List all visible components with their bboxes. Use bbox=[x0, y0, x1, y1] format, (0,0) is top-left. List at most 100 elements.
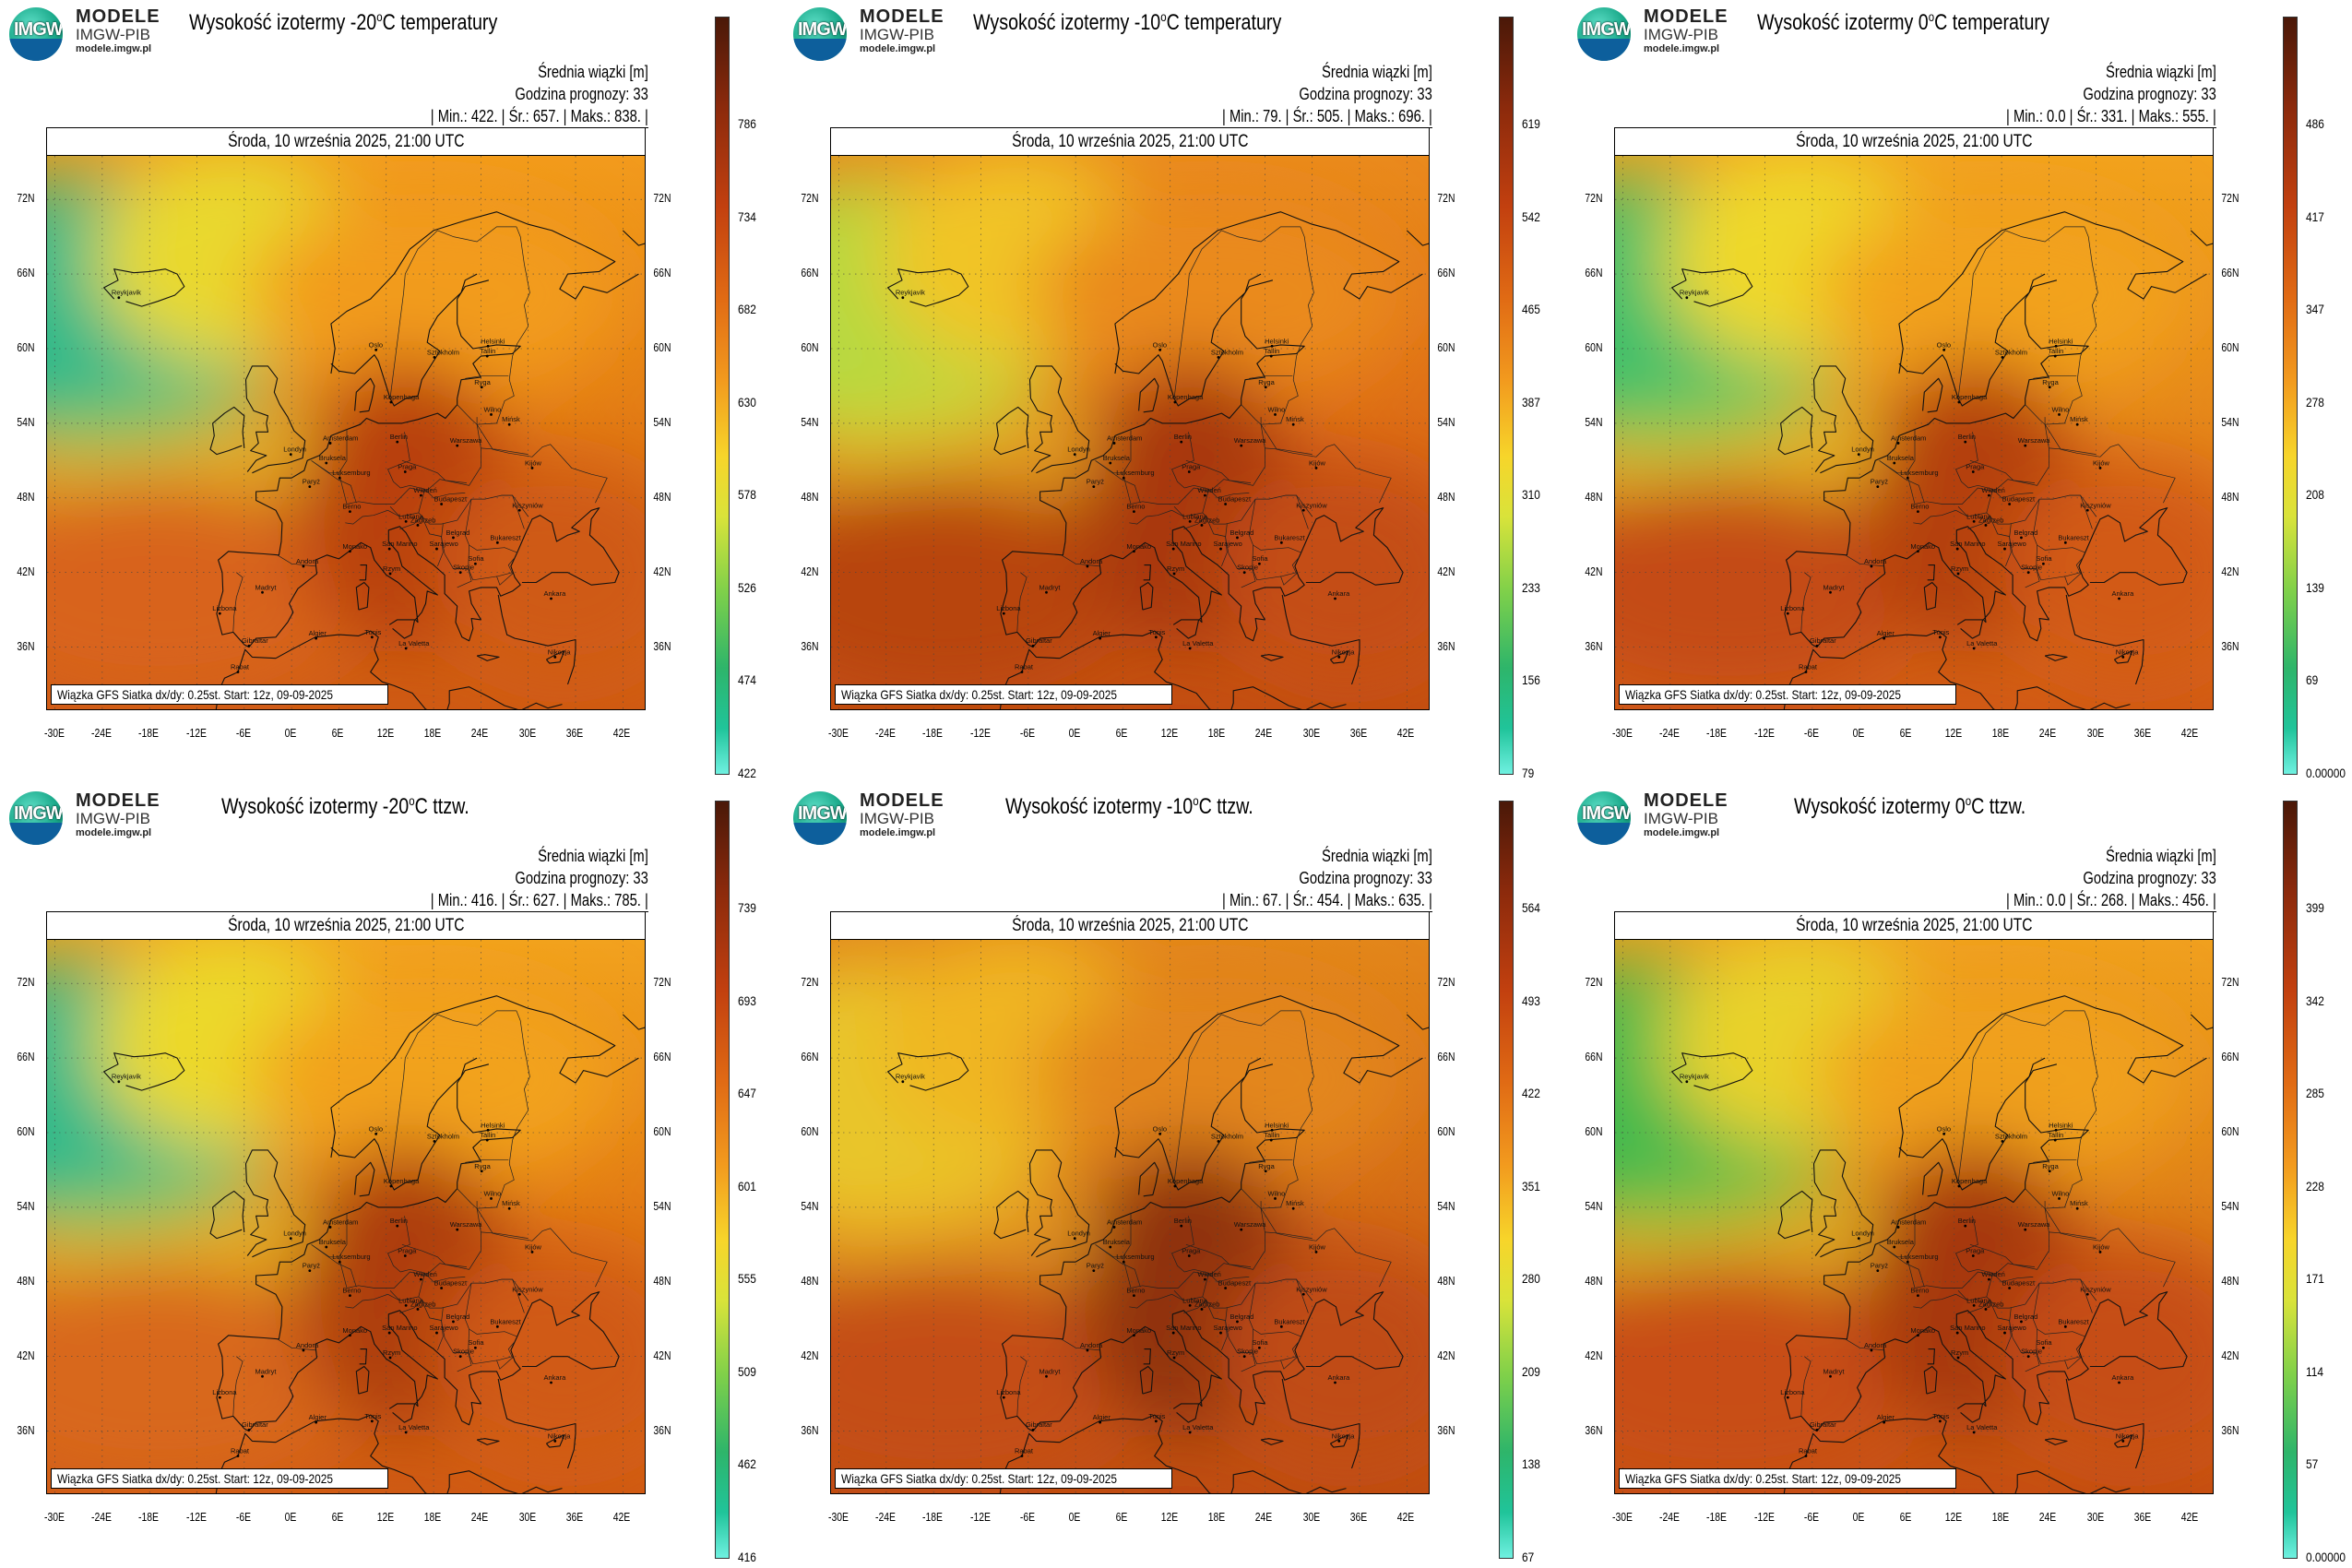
forecast-date: Środa, 10 września 2025, 21:00 UTC bbox=[1795, 132, 2033, 151]
imgw-logo[interactable]: IMGW MODELE IMGW-PIB modele.imgw.pl bbox=[793, 791, 955, 847]
imgw-logo[interactable]: IMGW MODELE IMGW-PIB modele.imgw.pl bbox=[9, 791, 171, 847]
city-marker bbox=[1279, 540, 1283, 544]
lat-label-left: 54N bbox=[17, 414, 35, 429]
colorbar-tick: 278 bbox=[2306, 394, 2324, 410]
lon-label: -24E bbox=[90, 726, 112, 740]
city-marker bbox=[1092, 485, 1096, 489]
map-area[interactable]: Oslo Sztokholm Helsinki Tallin Ryga Wilno Mińs… bbox=[47, 940, 645, 1493]
map-area[interactable]: Oslo Sztokholm Helsinki Tallin Ryga Wilno Mińs… bbox=[831, 940, 1429, 1493]
colorbar bbox=[715, 801, 730, 1559]
city-marker bbox=[1154, 636, 1158, 639]
field-blob-southwest bbox=[47, 1263, 361, 1484]
imgw-logo[interactable]: IMGW MODELE IMGW-PIB modele.imgw.pl bbox=[793, 7, 955, 63]
lon-label: -30E bbox=[1611, 726, 1633, 740]
colorbar-tick: 564 bbox=[1522, 900, 1540, 915]
city-marker bbox=[1236, 536, 1239, 540]
lon-label: 18E bbox=[1207, 1510, 1226, 1524]
city-marker bbox=[1987, 1277, 1990, 1281]
city-marker bbox=[1942, 348, 1946, 351]
city-label: Lublana bbox=[398, 512, 424, 520]
lat-label-left: 36N bbox=[17, 638, 35, 653]
city-label: Wiedeń bbox=[413, 486, 436, 494]
field-shading bbox=[831, 940, 1429, 1484]
city-label: Ryga bbox=[1258, 378, 1275, 386]
city-marker bbox=[433, 1140, 436, 1143]
city-marker bbox=[1956, 1356, 1960, 1360]
lon-label: -6E bbox=[235, 1510, 251, 1524]
city-label: Belgrad bbox=[445, 1313, 469, 1321]
date-band: Środa, 10 września 2025, 21:00 UTC bbox=[831, 912, 1429, 940]
logo-line1: MODELE bbox=[860, 6, 944, 27]
imgw-logo[interactable]: IMGW MODELE IMGW-PIB modele.imgw.pl bbox=[1577, 7, 1739, 63]
city-label: Ankara bbox=[2112, 589, 2135, 598]
city-label: Lizbona bbox=[996, 604, 1021, 612]
city-label: Madryt bbox=[1823, 583, 1845, 591]
city-marker bbox=[2098, 467, 2102, 469]
city-marker bbox=[1171, 1331, 1175, 1335]
stats-line: | Min.: 0.0 | Śr.: 331. | Maks.: 555. | bbox=[2006, 105, 2216, 128]
city-label: Kopenhaga bbox=[1952, 393, 1988, 401]
lat-label-left: 60N bbox=[801, 1123, 819, 1138]
map-area[interactable]: Oslo Sztokholm Helsinki Tallin Ryga Wilno Mińs… bbox=[47, 156, 645, 709]
map-area[interactable]: Oslo Sztokholm Helsinki Tallin Ryga Wilno Mińs… bbox=[1615, 940, 2213, 1493]
city-label: Londyn bbox=[283, 445, 306, 454]
city-label: Londyn bbox=[283, 1229, 306, 1238]
map-area[interactable]: Oslo Sztokholm Helsinki Tallin Ryga Wilno Mińs… bbox=[1615, 156, 2213, 709]
colorbar bbox=[1499, 17, 1514, 775]
city-label: Berlin bbox=[1958, 1217, 1976, 1225]
city-labels: Oslo Sztokholm Helsinki Tallin Ryga WilnoMińs… bbox=[896, 289, 1355, 673]
lon-label: -12E bbox=[185, 1510, 207, 1524]
city-label: Oslo bbox=[1153, 1124, 1167, 1133]
city-marker bbox=[480, 1170, 483, 1173]
lat-label-right: 36N bbox=[2221, 638, 2239, 653]
city-label: Kopenhaga bbox=[1168, 393, 1204, 401]
city-marker bbox=[1857, 1237, 1860, 1240]
city-marker bbox=[1334, 597, 1336, 600]
lat-label-right: 54N bbox=[2221, 414, 2239, 429]
city-marker bbox=[1279, 1324, 1283, 1328]
city-label: Wilno bbox=[484, 1189, 502, 1197]
imgw-logo[interactable]: IMGW MODELE IMGW-PIB modele.imgw.pl bbox=[1577, 791, 1739, 847]
map-area[interactable]: Oslo Sztokholm Helsinki Tallin Ryga Wilno Mińs… bbox=[831, 156, 1429, 709]
city-label: Praga bbox=[398, 1246, 417, 1254]
city-marker bbox=[349, 510, 351, 514]
city-marker bbox=[452, 1320, 455, 1324]
city-label: Kiszyniów bbox=[1296, 501, 1327, 509]
city-label: Luksemburg bbox=[1116, 1253, 1154, 1261]
city-marker bbox=[1972, 1431, 1976, 1434]
city-marker bbox=[1274, 1197, 1277, 1200]
city-marker bbox=[1045, 590, 1048, 594]
city-marker bbox=[396, 1224, 399, 1228]
city-label: Warszawa bbox=[1234, 1220, 1267, 1229]
city-label: Kopenhaga bbox=[1168, 1177, 1204, 1185]
city-marker bbox=[1942, 1132, 1946, 1135]
logo-mark: IMGW bbox=[1582, 19, 1631, 40]
city-marker bbox=[1876, 1269, 1880, 1273]
city-label: Praga bbox=[1182, 1246, 1201, 1254]
logo-line2: IMGW-PIB bbox=[76, 810, 150, 827]
city-marker bbox=[1172, 1356, 1176, 1360]
map-frame: Środa, 10 września 2025, 21:00 UTC Oslo Sz… bbox=[46, 127, 646, 710]
city-marker bbox=[1984, 1308, 1988, 1311]
city-label: Tallin bbox=[2048, 1131, 2063, 1139]
city-marker bbox=[236, 671, 240, 673]
city-marker bbox=[2048, 386, 2051, 389]
lon-label: 30E bbox=[518, 726, 536, 740]
logo-url: modele.imgw.pl bbox=[860, 43, 936, 54]
city-label: Amsterdam bbox=[1107, 434, 1142, 442]
city-label: La Valetta bbox=[398, 639, 430, 647]
field-shading bbox=[47, 940, 645, 1484]
forecast-hour: Godzina prognozy: 33 bbox=[1299, 85, 1432, 103]
panel-title: Wysokość izotermy -20oC ttzw. bbox=[221, 793, 469, 820]
city-marker bbox=[480, 386, 483, 389]
city-label: Bruksela bbox=[319, 1238, 347, 1246]
lat-label-right: 54N bbox=[2221, 1198, 2239, 1213]
city-marker bbox=[1270, 344, 1274, 348]
imgw-logo[interactable]: IMGW MODELE IMGW-PIB modele.imgw.pl bbox=[9, 7, 171, 63]
city-marker bbox=[117, 296, 121, 300]
city-marker bbox=[328, 1226, 332, 1229]
city-label: Wilno bbox=[1268, 405, 1286, 413]
city-marker bbox=[1786, 1396, 1789, 1399]
city-marker bbox=[315, 1420, 318, 1424]
colorbar bbox=[715, 17, 730, 775]
